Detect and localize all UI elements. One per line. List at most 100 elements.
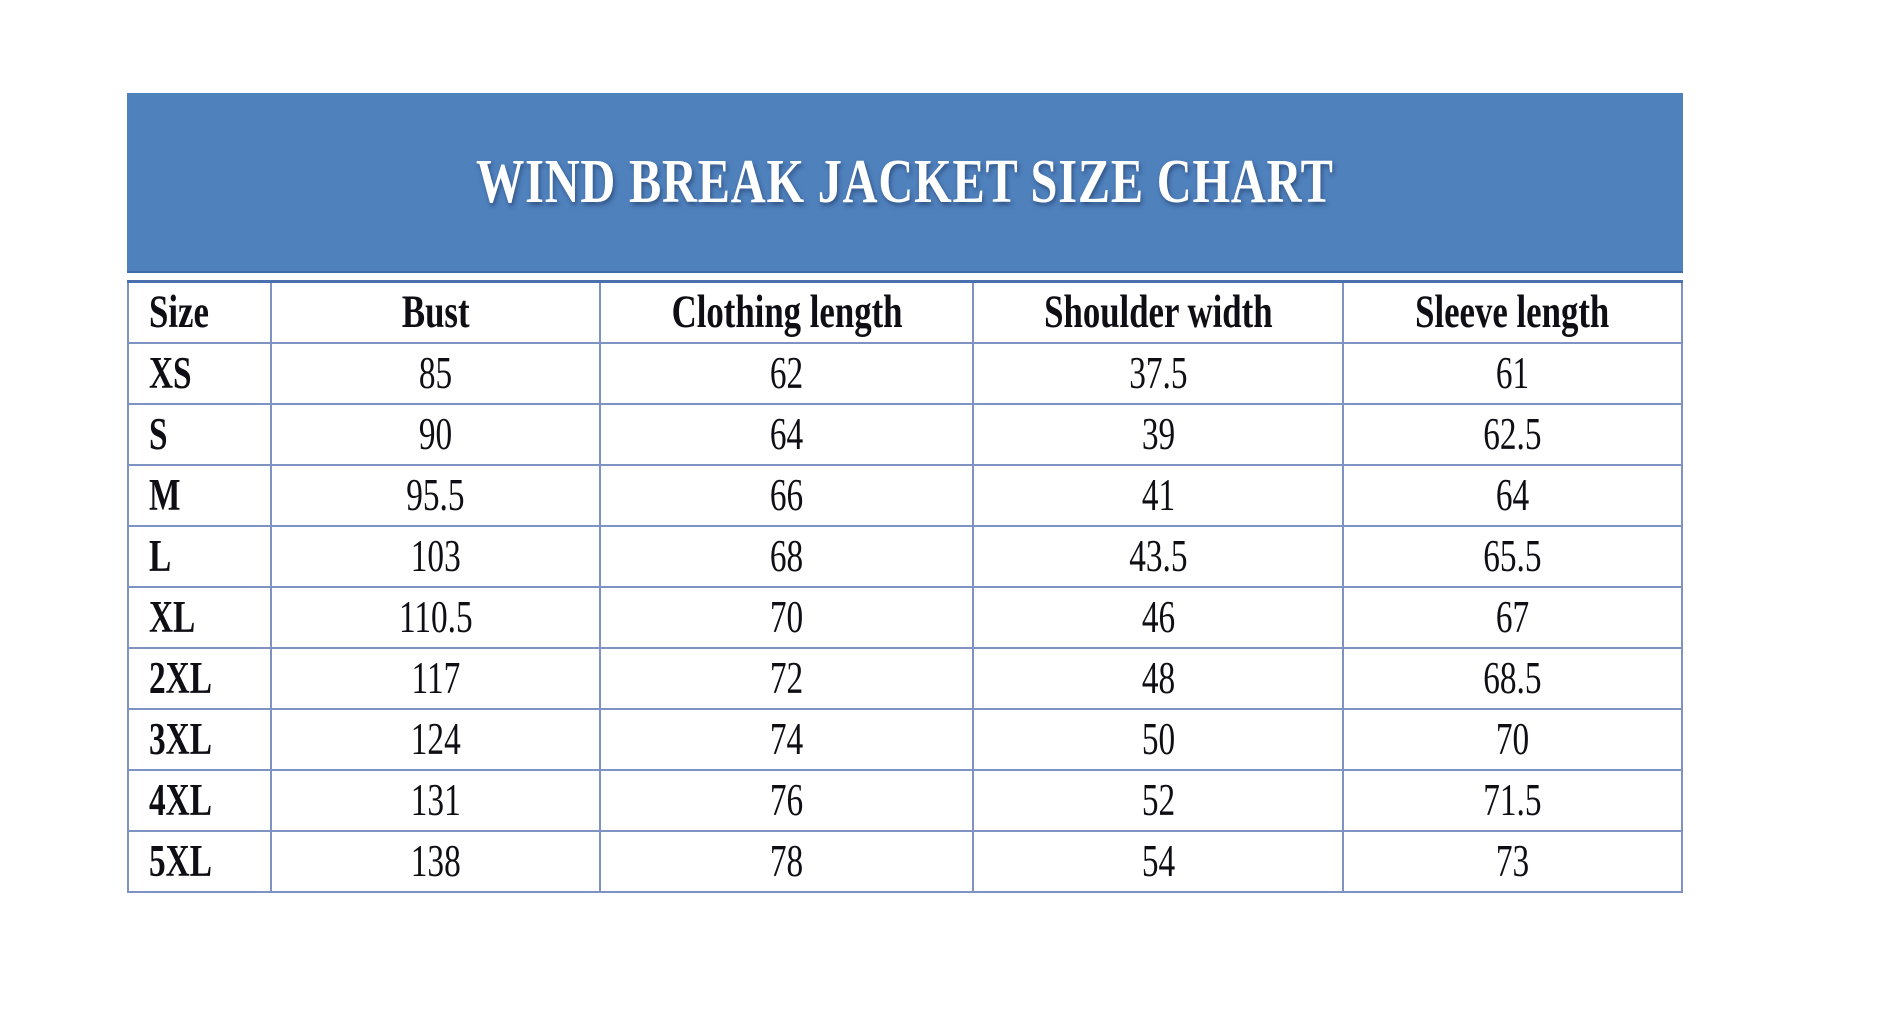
table-row-s: S 90 64 39 62.5 [127,402,1683,466]
clothing-length-cell: 74 [599,707,975,771]
header-label: Shoulder width [1044,286,1273,339]
size-cell: M [127,463,272,527]
cell-text: 124 [410,714,461,764]
cell-text: 64 [1495,470,1530,520]
table-row-xs: XS 85 62 37.5 61 [127,341,1683,405]
table-row-5xl: 5XL 138 78 54 73 [127,829,1683,893]
header-label: Bust [401,286,470,339]
column-header-size: Size [127,280,272,344]
shoulder-width-cell: 50 [972,707,1345,771]
bust-cell: 124 [269,707,602,771]
cell-text: 68.5 [1483,653,1542,703]
size-cell: L [127,524,272,588]
cell-text: 2XL [149,653,212,703]
cell-text: XS [149,348,192,398]
cell-text: 85 [419,348,453,398]
cell-text: 48 [1141,653,1175,703]
cell-text: 50 [1141,714,1175,764]
cell-text: 78 [770,836,804,886]
size-cell: 4XL [127,768,272,832]
column-header-shoulder-width: Shoulder width [972,280,1345,344]
cell-text: M [149,470,181,520]
clothing-length-cell: 76 [599,768,975,832]
cell-text: 71.5 [1483,775,1542,825]
header-label: Sleeve length [1415,286,1610,339]
cell-text: 67 [1495,592,1530,642]
cell-text: 95.5 [406,470,465,520]
cell-text: 117 [411,653,461,703]
bust-cell: 85 [269,341,602,405]
chart-title: WIND BREAK JACKET SIZE CHART [476,147,1334,216]
sleeve-length-cell: 68.5 [1342,646,1683,710]
header-label: Clothing length [671,286,903,339]
shoulder-width-cell: 46 [972,585,1345,649]
clothing-length-cell: 70 [599,585,975,649]
bust-cell: 131 [269,768,602,832]
cell-text: 74 [770,714,804,764]
sleeve-length-cell: 71.5 [1342,768,1683,832]
sleeve-length-cell: 73 [1342,829,1683,893]
cell-text: 65.5 [1483,531,1542,581]
cell-text: 61 [1495,348,1530,398]
sleeve-length-cell: 62.5 [1342,402,1683,466]
size-cell: 5XL [127,829,272,893]
cell-text: 73 [1495,836,1530,886]
cell-text: 64 [770,409,804,459]
cell-text: 37.5 [1129,348,1188,398]
cell-text: 110.5 [398,592,473,642]
cell-text: 131 [410,775,461,825]
clothing-length-cell: 68 [599,524,975,588]
cell-text: 52 [1141,775,1175,825]
title-banner: WIND BREAK JACKET SIZE CHART [127,93,1683,273]
sleeve-length-cell: 64 [1342,463,1683,527]
table-row-l: L 103 68 43.5 65.5 [127,524,1683,588]
cell-text: 39 [1141,409,1175,459]
cell-text: XL [149,592,196,642]
clothing-length-cell: 66 [599,463,975,527]
shoulder-width-cell: 43.5 [972,524,1345,588]
clothing-length-cell: 78 [599,829,975,893]
table-row-3xl: 3XL 124 74 50 70 [127,707,1683,771]
sleeve-length-cell: 70 [1342,707,1683,771]
cell-text: S [149,409,168,459]
cell-text: 62.5 [1483,409,1542,459]
shoulder-width-cell: 52 [972,768,1345,832]
bust-cell: 90 [269,402,602,466]
table-row-2xl: 2XL 117 72 48 68.5 [127,646,1683,710]
cell-text: 43.5 [1129,531,1188,581]
cell-text: 5XL [149,836,212,886]
cell-text: 66 [770,470,804,520]
clothing-length-cell: 64 [599,402,975,466]
cell-text: 62 [770,348,804,398]
table-row-xl: XL 110.5 70 46 67 [127,585,1683,649]
column-header-bust: Bust [269,280,602,344]
table-row-m: M 95.5 66 41 64 [127,463,1683,527]
bust-cell: 95.5 [269,463,602,527]
cell-text: 138 [410,836,461,886]
size-chart-table: Size Bust Clothing length Shoulder width… [127,280,1683,893]
cell-text: 70 [1495,714,1530,764]
sleeve-length-cell: 65.5 [1342,524,1683,588]
header-row: Size Bust Clothing length Shoulder width… [127,280,1683,344]
bust-cell: 103 [269,524,602,588]
sleeve-length-cell: 67 [1342,585,1683,649]
cell-text: L [149,531,172,581]
size-cell: XS [127,341,272,405]
cell-text: 76 [770,775,804,825]
clothing-length-cell: 62 [599,341,975,405]
size-cell: S [127,402,272,466]
shoulder-width-cell: 54 [972,829,1345,893]
shoulder-width-cell: 39 [972,402,1345,466]
table-row-4xl: 4XL 131 76 52 71.5 [127,768,1683,832]
column-header-sleeve-length: Sleeve length [1342,280,1683,344]
cell-text: 54 [1141,836,1175,886]
column-header-clothing-length: Clothing length [599,280,975,344]
bust-cell: 110.5 [269,585,602,649]
shoulder-width-cell: 37.5 [972,341,1345,405]
cell-text: 103 [410,531,461,581]
shoulder-width-cell: 41 [972,463,1345,527]
cell-text: 90 [419,409,453,459]
bust-cell: 138 [269,829,602,893]
cell-text: 41 [1141,470,1175,520]
